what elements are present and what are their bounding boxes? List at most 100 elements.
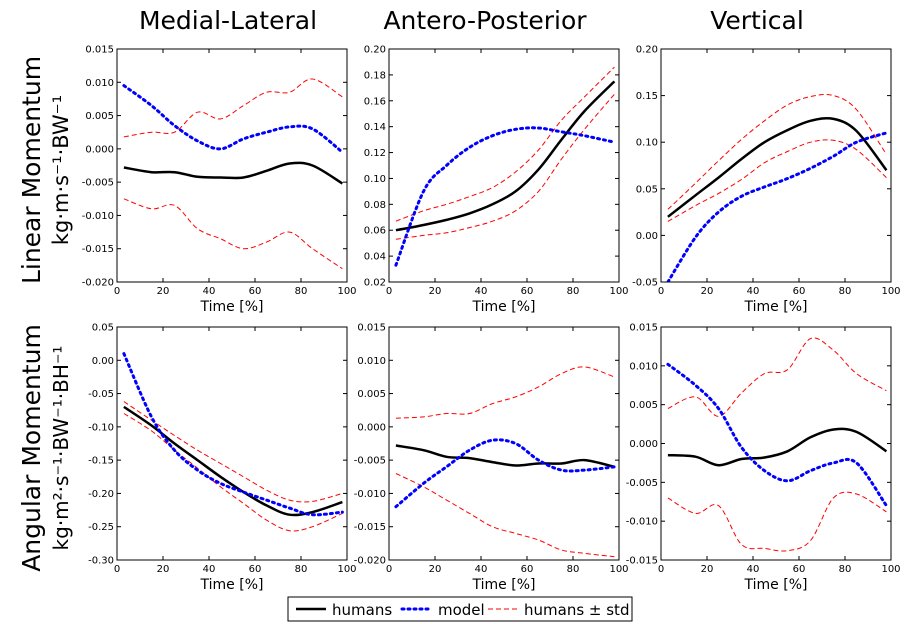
series-group xyxy=(394,66,616,267)
x-tick-label: 80 xyxy=(567,564,580,575)
series-line-humans-plus-std xyxy=(395,366,615,419)
series-line-model xyxy=(122,84,344,154)
y-tick-label: -0.015 xyxy=(354,522,386,533)
axes-frame xyxy=(388,326,620,561)
panel-5: 0 20 40 60 80 100 -0.020 -0.015 -0.010 -0.005 0.00… xyxy=(354,323,629,594)
y-tick-label: 0.12 xyxy=(364,148,386,159)
panel-3: 0 20 40 60 80 100 -0.05 0.00 0.05 0.10 0.15 0.20 Tim… xyxy=(632,45,900,316)
y-tick-label: 0.00 xyxy=(92,356,114,367)
panels-container: 0 20 40 60 80 100-0.020-0.015-0.010-0.0050.00… xyxy=(82,45,901,594)
legend: humans model humans ± std xyxy=(287,596,633,622)
row-label-angular-title: Angular Momentum xyxy=(17,324,46,572)
x-tick-label: 20 xyxy=(429,286,442,297)
y-tick-label: 0.06 xyxy=(364,226,386,237)
x-tick-label: 100 xyxy=(337,564,356,575)
series-line-humans-plus-std xyxy=(667,94,887,210)
y-tick-label: -0.05 xyxy=(88,389,114,400)
axes-frame xyxy=(388,48,620,283)
y-tick-label: 0.005 xyxy=(85,111,114,122)
y-tick-label: 0.18 xyxy=(364,70,386,81)
series-line-humans xyxy=(395,444,615,469)
y-tick-label: -0.25 xyxy=(88,522,114,533)
x-tick-label: 20 xyxy=(701,564,714,575)
y-tick-label: 0.02 xyxy=(364,278,386,289)
row-label-linear-title: Linear Momentum xyxy=(17,56,46,284)
x-tick-label: 40 xyxy=(475,564,488,575)
series-group xyxy=(122,78,344,270)
series-line-model xyxy=(666,131,888,282)
x-axis-label: Time [%] xyxy=(744,577,808,593)
series-line-humans-minus-std xyxy=(395,473,615,558)
y-tick-label: -0.005 xyxy=(354,456,386,467)
y-tick-label: 0.010 xyxy=(357,356,386,367)
legend-std-label: humans ± std xyxy=(524,601,629,619)
panel-2: 0 20 40 60 80 100 0.02 0.04 0.06 0.08 0.10 0.12 0.14… xyxy=(364,45,629,316)
series-line-model xyxy=(394,126,616,267)
y-tick-label: 0.005 xyxy=(629,400,658,411)
y-tick-label: -0.020 xyxy=(82,278,114,289)
x-tick-label: 40 xyxy=(747,564,760,575)
column-title-medial-lateral: Medial-Lateral xyxy=(139,6,317,35)
y-tick-label: -0.10 xyxy=(88,422,114,433)
x-tick-label: 20 xyxy=(157,286,170,297)
y-tick-label: -0.15 xyxy=(88,456,114,467)
y-tick-label: 0.05 xyxy=(636,184,658,195)
x-tick-label: 80 xyxy=(295,286,308,297)
series-line-humans xyxy=(123,161,344,185)
y-tick-label: 0.14 xyxy=(364,122,386,133)
x-tick-label: 20 xyxy=(429,564,442,575)
legend-frame xyxy=(287,596,633,622)
y-tick-label: -0.05 xyxy=(632,278,658,289)
x-tick-label: 100 xyxy=(609,286,628,297)
y-tick-label: 0.16 xyxy=(364,96,386,107)
x-tick-label: 100 xyxy=(337,286,356,297)
legend-humans-label: humans xyxy=(332,601,392,619)
x-tick-label: 40 xyxy=(475,286,488,297)
y-tick-label: 0.010 xyxy=(629,361,658,372)
x-tick-label: 0 xyxy=(386,286,392,297)
x-tick-label: 40 xyxy=(203,286,216,297)
y-tick-label: -0.005 xyxy=(626,478,658,489)
x-axis-label: Time [%] xyxy=(200,299,264,315)
y-tick-label: -0.020 xyxy=(354,556,386,567)
panel-4: 0 20 40 60 80 100 -0.30 -0.25 -0.20 -0.15 -0.10 -0.… xyxy=(88,323,356,594)
y-tick-label: 0.005 xyxy=(357,389,386,400)
series-line-model xyxy=(122,352,344,517)
y-tick-label: 0.20 xyxy=(364,45,386,56)
panel-1: 0 20 40 60 80 100 -0.020 -0.015 -0.010 -0.005 0.00… xyxy=(82,45,357,316)
x-tick-label: 80 xyxy=(839,286,852,297)
series-line-model xyxy=(666,362,888,508)
series-group xyxy=(666,337,888,552)
series-group xyxy=(394,366,616,558)
column-title-antero-posterior: Antero-Posterior xyxy=(383,6,587,35)
x-tick-label: 80 xyxy=(295,564,308,575)
x-tick-label: 60 xyxy=(793,286,806,297)
series-line-humans-minus-std xyxy=(395,93,615,240)
y-tick-label: 0.10 xyxy=(636,138,658,149)
y-tick-label: 0.20 xyxy=(636,45,658,56)
x-tick-label: 20 xyxy=(701,286,714,297)
panel-6: 0 20 40 60 80 100 -0.015 -0.010 -0.005 0.000 0.005… xyxy=(626,323,901,594)
plot-area xyxy=(661,327,891,560)
x-tick-label: 0 xyxy=(114,564,120,575)
series-line-humans-plus-std xyxy=(123,401,343,503)
x-tick-label: 100 xyxy=(609,564,628,575)
y-tick-label: 0.08 xyxy=(364,200,386,211)
y-tick-label: 0.00 xyxy=(636,231,658,242)
row-label-angular-unit: kg·m²·s⁻¹·BW⁻¹·BH⁻¹ xyxy=(49,346,73,551)
legend-model-label: model xyxy=(438,601,485,619)
axes-frame xyxy=(116,326,348,561)
x-tick-label: 40 xyxy=(203,564,216,575)
y-tick-label: -0.015 xyxy=(626,556,658,567)
y-tick-label: 0.000 xyxy=(357,422,386,433)
x-tick-label: 40 xyxy=(747,286,760,297)
series-line-humans xyxy=(395,80,616,232)
y-tick-label: 0.15 xyxy=(636,91,658,102)
x-tick-label: 100 xyxy=(881,286,900,297)
plot-area xyxy=(117,327,347,560)
x-tick-label: 60 xyxy=(521,286,534,297)
x-tick-label: 80 xyxy=(839,564,852,575)
axes-frame xyxy=(116,48,348,283)
series-line-humans-minus-std xyxy=(667,491,887,552)
